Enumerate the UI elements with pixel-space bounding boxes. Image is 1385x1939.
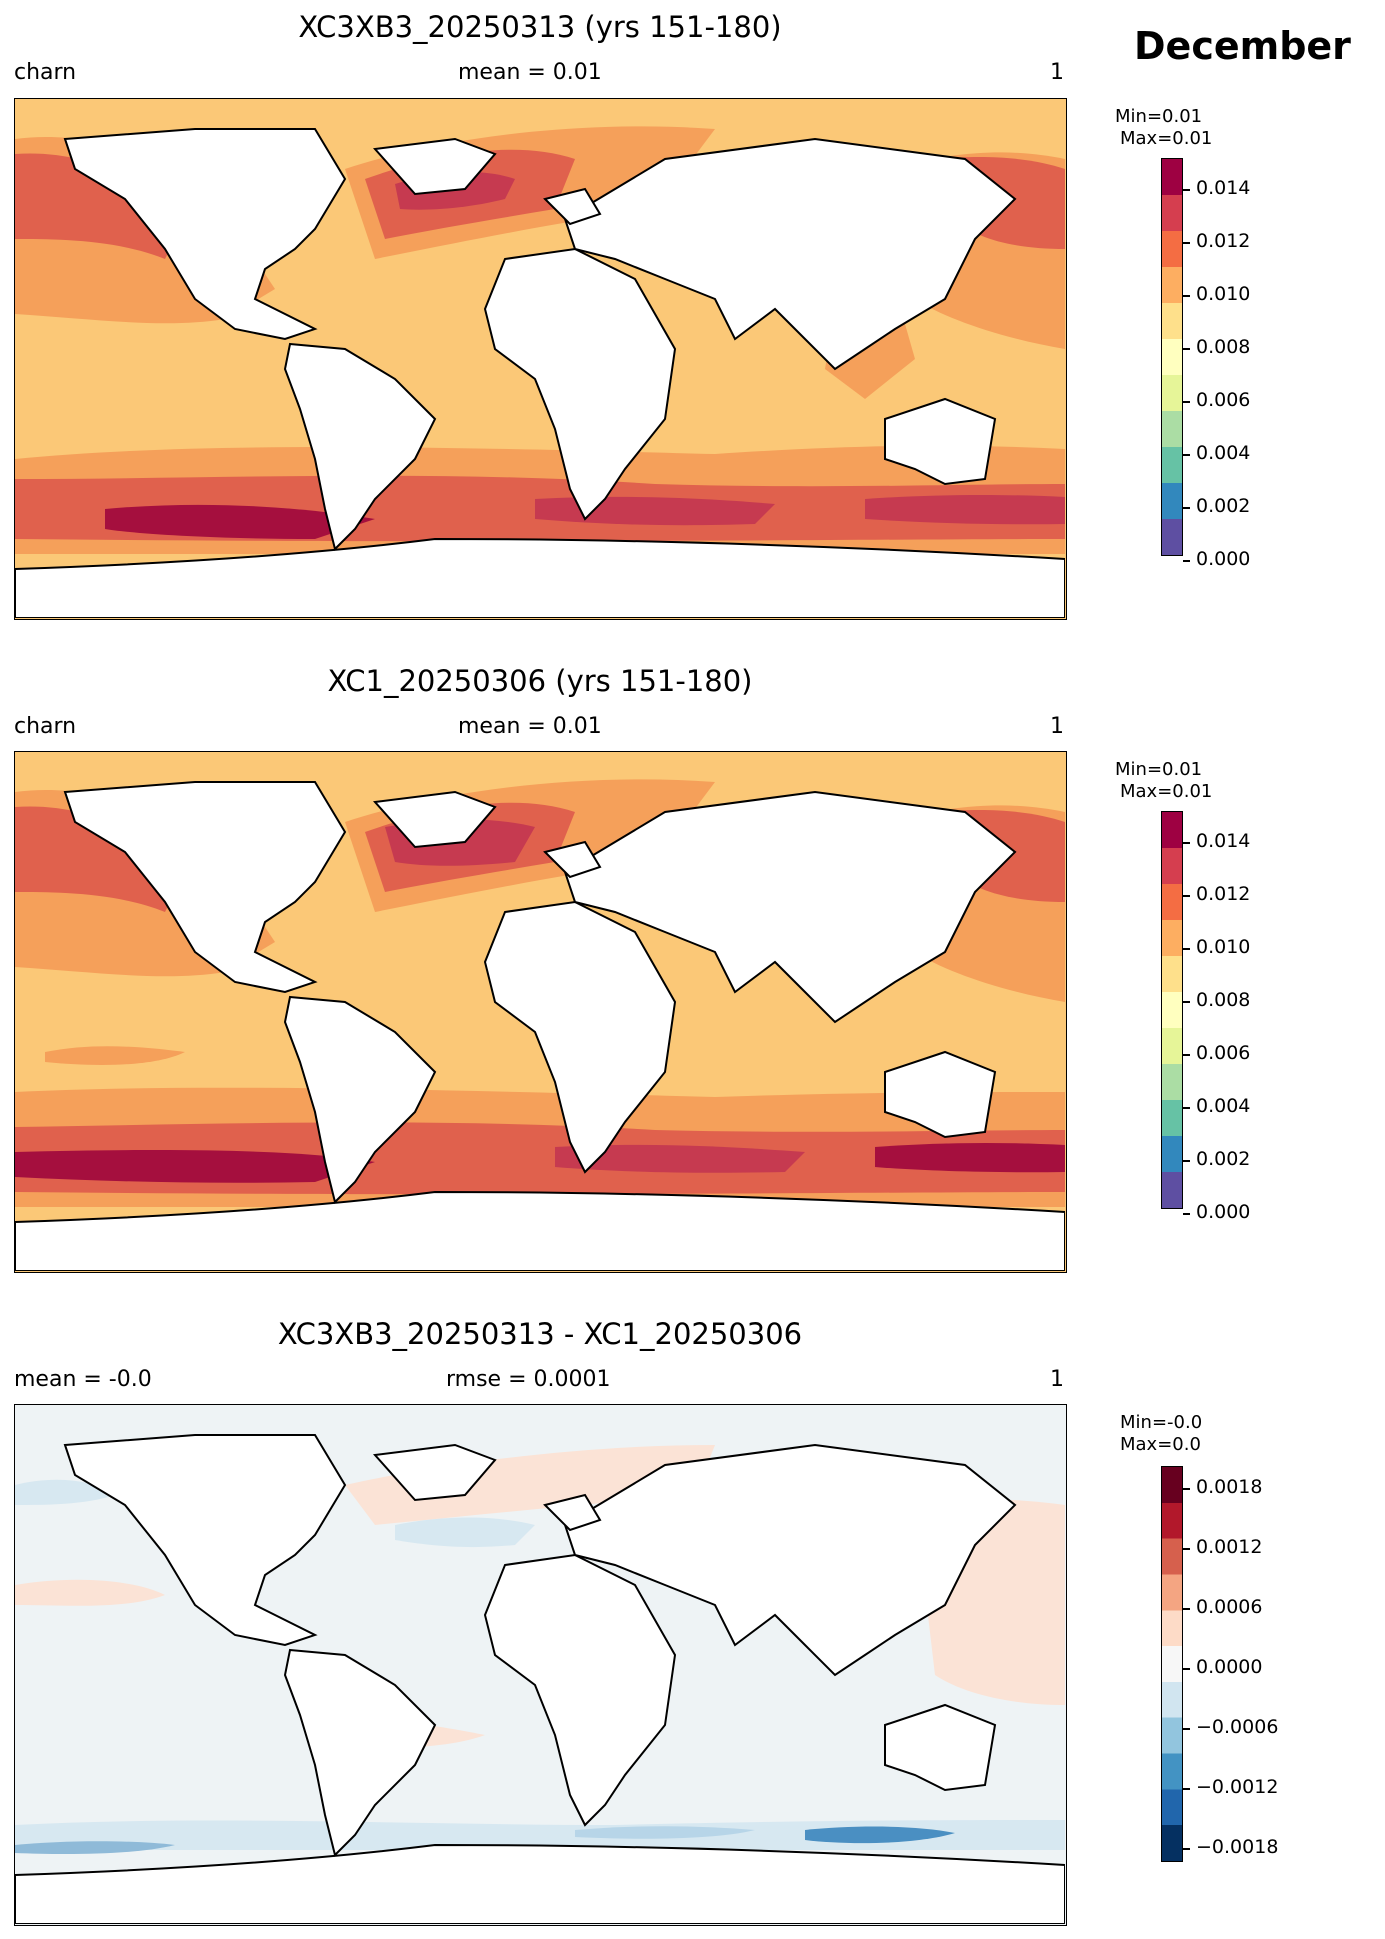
colorbar-tick-mark: [1183, 842, 1190, 844]
colorbar-tick-label: 0.008: [1196, 336, 1251, 358]
colorbar-tick-label: −0.0018: [1196, 1836, 1279, 1858]
colorbar-tick-mark: [1183, 560, 1190, 562]
panel-3-min: Min=-0.0: [1120, 1412, 1203, 1433]
colorbar-tick-mark: [1183, 1668, 1190, 1670]
panel-1-level: 1: [1050, 60, 1064, 85]
colorbar-tick-label: 0.014: [1196, 830, 1251, 852]
colorbar-tick-mark: [1183, 295, 1190, 297]
panel-3-colorbar: [1161, 1466, 1183, 1862]
colorbar-tick-label: 0.000: [1196, 548, 1251, 570]
colorbar-tick-label: 0.006: [1196, 389, 1251, 411]
panel-2-colorbar: [1161, 811, 1183, 1209]
panel-2-mean: mean = 0.01: [458, 714, 602, 739]
colorbar-tick-label: 0.004: [1196, 1095, 1251, 1117]
colorbar-tick-mark: [1183, 1107, 1190, 1109]
colorbar-tick-label: 0.010: [1196, 936, 1251, 958]
colorbar-tick-label: 0.010: [1196, 283, 1251, 305]
panel-1-title: XC3XB3_20250313 (yrs 151-180): [298, 10, 782, 44]
colorbar-tick-mark: [1183, 348, 1190, 350]
panel-3-mean: mean = -0.0: [14, 1367, 152, 1392]
colorbar-tick-label: 0.014: [1196, 177, 1251, 199]
colorbar-tick-mark: [1183, 1213, 1190, 1215]
colorbar-tick-mark: [1183, 1608, 1190, 1610]
colorbar-tick-mark: [1183, 401, 1190, 403]
panel-2-title: XC1_20250306 (yrs 151-180): [327, 664, 753, 698]
month-label: December: [1134, 24, 1351, 68]
panel-2-min: Min=0.01: [1115, 759, 1203, 780]
colorbar-tick-label: 0.002: [1196, 495, 1251, 517]
colorbar-tick-mark: [1183, 1160, 1190, 1162]
panel-3-rmse: rmse = 0.0001: [446, 1367, 611, 1392]
colorbar-tick-mark: [1183, 1848, 1190, 1850]
panel-1-mean: mean = 0.01: [458, 60, 602, 85]
panel-1-map: [14, 98, 1067, 620]
colorbar-tick-mark: [1183, 1488, 1190, 1490]
panel-1-variable: charn: [14, 60, 77, 85]
colorbar-tick-mark: [1183, 1728, 1190, 1730]
colorbar-tick-label: 0.0006: [1196, 1596, 1263, 1618]
panel-2-variable: charn: [14, 714, 77, 739]
colorbar-tick-mark: [1183, 1548, 1190, 1550]
panel-3-title: XC3XB3_20250313 - XC1_20250306: [277, 1317, 803, 1351]
colorbar-tick-mark: [1183, 1788, 1190, 1790]
colorbar-tick-mark: [1183, 1001, 1190, 1003]
colorbar-tick-label: 0.000: [1196, 1201, 1251, 1223]
colorbar-tick-label: 0.0018: [1196, 1476, 1263, 1498]
colorbar-tick-mark: [1183, 507, 1190, 509]
panel-2-max: Max=0.01: [1120, 781, 1213, 802]
panel-3-map: [14, 1404, 1067, 1926]
colorbar-tick-label: 0.002: [1196, 1148, 1251, 1170]
colorbar-tick-label: −0.0006: [1196, 1716, 1279, 1738]
panel-3-max: Max=0.0: [1120, 1434, 1201, 1455]
colorbar-tick-mark: [1183, 454, 1190, 456]
colorbar-tick-mark: [1183, 189, 1190, 191]
colorbar-tick-label: 0.0000: [1196, 1656, 1263, 1678]
colorbar-tick-label: −0.0012: [1196, 1776, 1279, 1798]
colorbar-tick-label: 0.0012: [1196, 1536, 1263, 1558]
colorbar-tick-label: 0.008: [1196, 989, 1251, 1011]
panel-2-level: 1: [1050, 714, 1064, 739]
colorbar-tick-mark: [1183, 895, 1190, 897]
panel-1-colorbar: [1161, 158, 1183, 556]
panel-1-min: Min=0.01: [1115, 106, 1203, 127]
colorbar-tick-label: 0.006: [1196, 1042, 1251, 1064]
colorbar-tick-label: 0.012: [1196, 230, 1251, 252]
panel-1-max: Max=0.01: [1120, 128, 1213, 149]
colorbar-tick-label: 0.004: [1196, 442, 1251, 464]
colorbar-tick-mark: [1183, 1054, 1190, 1056]
colorbar-tick-label: 0.012: [1196, 883, 1251, 905]
panel-2-map: [14, 751, 1067, 1273]
colorbar-tick-mark: [1183, 948, 1190, 950]
panel-3-level: 1: [1050, 1367, 1064, 1392]
colorbar-tick-mark: [1183, 242, 1190, 244]
